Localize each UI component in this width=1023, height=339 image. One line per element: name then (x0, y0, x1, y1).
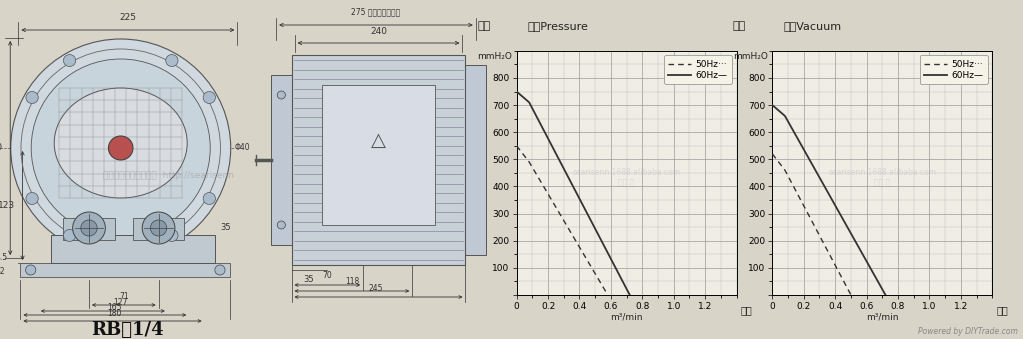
Circle shape (277, 221, 285, 229)
Ellipse shape (31, 59, 211, 237)
Text: 225: 225 (120, 13, 136, 22)
Bar (292, 55, 465, 265)
Circle shape (26, 92, 38, 103)
Circle shape (63, 55, 76, 66)
Text: 静圧: 静圧 (477, 21, 490, 31)
Circle shape (215, 265, 225, 275)
Text: Φ130: Φ130 (479, 120, 488, 140)
Text: 吸入Vacuum: 吸入Vacuum (784, 21, 842, 31)
Circle shape (73, 212, 105, 244)
X-axis label: m³/min: m³/min (866, 312, 898, 321)
Text: 165: 165 (107, 303, 122, 312)
Ellipse shape (54, 88, 187, 198)
Text: 180: 180 (107, 309, 122, 318)
Text: 静圧: 静圧 (732, 21, 746, 31)
Bar (51, 235, 215, 263)
Text: searisenn.1688.alibaba.com
汕头 沙: searisenn.1688.alibaba.com 汕头 沙 (573, 168, 680, 187)
Circle shape (108, 136, 133, 160)
Ellipse shape (10, 39, 231, 257)
Text: 240: 240 (370, 27, 387, 36)
Circle shape (26, 265, 36, 275)
Legend: 50Hz···, 60Hz—: 50Hz···, 60Hz— (664, 55, 732, 84)
Text: RB－1/4: RB－1/4 (92, 321, 164, 339)
Text: Powered by DIYTrade.com: Powered by DIYTrade.com (918, 326, 1018, 336)
Text: mmH₂O: mmH₂O (477, 52, 512, 61)
Text: 台湾东洪实业有限公司  http://searisenn: 台湾东洪实业有限公司 http://searisenn (103, 171, 234, 179)
Circle shape (204, 193, 216, 204)
Text: △: △ (371, 131, 386, 149)
Text: 4.5: 4.5 (0, 254, 8, 262)
Bar (463, 65, 486, 255)
Bar (20, 263, 230, 277)
Circle shape (142, 212, 175, 244)
Text: 风量: 风量 (996, 305, 1009, 315)
Text: 275 隔热型（参考）: 275 隔热型（参考） (351, 7, 400, 16)
Bar (322, 85, 435, 225)
Text: 吐出Pressure: 吐出Pressure (528, 21, 588, 31)
Text: 123: 123 (0, 201, 15, 211)
Text: 35: 35 (220, 223, 230, 233)
X-axis label: m³/min: m³/min (611, 312, 642, 321)
Circle shape (26, 193, 38, 204)
Circle shape (81, 220, 97, 236)
Text: 风量: 风量 (741, 305, 753, 315)
Bar (271, 75, 294, 245)
Bar (133, 218, 184, 240)
Circle shape (150, 220, 167, 236)
Text: searisenn.1688.alibaba.com
汕头 沙: searisenn.1688.alibaba.com 汕头 沙 (829, 168, 936, 187)
Text: mmH₂O: mmH₂O (732, 52, 767, 61)
Text: 71: 71 (119, 292, 129, 301)
Legend: 50Hz···, 60Hz—: 50Hz···, 60Hz— (920, 55, 988, 84)
Circle shape (166, 55, 178, 66)
Text: 127: 127 (114, 298, 128, 307)
Text: 70: 70 (322, 271, 332, 280)
Text: 32: 32 (0, 267, 5, 277)
Text: 35: 35 (304, 275, 314, 284)
Text: 90: 90 (479, 185, 488, 195)
Circle shape (204, 92, 216, 103)
Text: 118: 118 (345, 277, 359, 286)
Circle shape (277, 91, 285, 99)
Circle shape (63, 230, 76, 241)
Text: 230: 230 (0, 143, 2, 153)
Text: 245: 245 (368, 284, 383, 293)
Circle shape (166, 230, 178, 241)
Text: Φ40: Φ40 (235, 143, 251, 152)
Bar (63, 218, 115, 240)
